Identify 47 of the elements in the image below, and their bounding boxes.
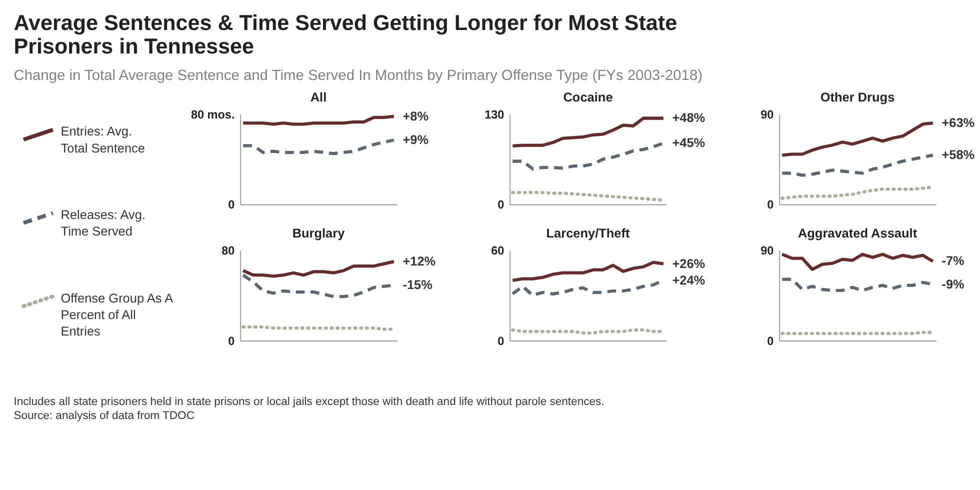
text: +12%: [402, 254, 436, 268]
text: -15%: [402, 277, 432, 292]
text: +48%: [672, 110, 706, 126]
y-tick-label: 90: [760, 244, 774, 258]
text: Includes all state prisoners held in state prisons or local jails except those with death and life without parole sentences.: [14, 396, 604, 408]
y-tick-label: 0: [228, 198, 236, 212]
line-series: [511, 142, 665, 170]
chart-title: Burglary: [292, 226, 346, 241]
text: Change in Total Average Sentence and Time Served In Months by Primary Offense Type (FYs 2003-2018): [14, 68, 703, 84]
y-tick-label: 90: [760, 108, 774, 122]
y-tick-label: 60: [491, 244, 505, 258]
text: +24%: [672, 272, 706, 288]
text: +9%: [402, 132, 429, 147]
line-series: [511, 260, 665, 282]
legend-label: Entries: Avg. Total Sentence: [60, 124, 146, 156]
chart-title: Aggravated Assault: [798, 226, 918, 241]
line-series: [242, 260, 396, 278]
text: +58%: [942, 147, 975, 162]
legend-label: Offense Group As A Percent of All Entries: [60, 290, 174, 339]
text: +45%: [672, 135, 706, 150]
y-tick-label: 0: [498, 198, 505, 212]
y-tick-label: 0: [767, 334, 774, 348]
text: Average Sentences & Time Served Getting Longer for Most State Prisoners in Tennessee: [14, 10, 678, 58]
line-series: [511, 116, 665, 148]
y-tick-label: 0: [228, 334, 236, 348]
y-tick-label: 80 mos.: [190, 108, 235, 122]
source-note: Source: analysis of data from TDOC: [14, 410, 194, 422]
text: +63%: [942, 115, 975, 130]
line-series: [780, 122, 934, 157]
chart-title: Cocaine: [563, 89, 613, 104]
line-series: [780, 154, 934, 177]
chart-title: Other Drugs: [820, 89, 895, 104]
text: +26%: [672, 256, 706, 271]
line-series: [780, 252, 934, 271]
text: -7%: [942, 253, 964, 268]
y-tick-label: 0: [498, 334, 505, 348]
text: -9%: [942, 276, 964, 292]
chart-title: Larceny/Theft: [546, 226, 631, 241]
y-tick-label: 80: [222, 244, 236, 258]
y-tick-label: 130: [484, 108, 505, 122]
legend-label: Releases: Avg. Time Served: [60, 206, 146, 239]
text: +8%: [402, 108, 429, 124]
chart-title: All: [310, 89, 327, 104]
line-series: [511, 190, 665, 202]
y-tick-label: 0: [767, 198, 774, 212]
line-series: [242, 114, 396, 126]
line-series: [242, 138, 396, 156]
